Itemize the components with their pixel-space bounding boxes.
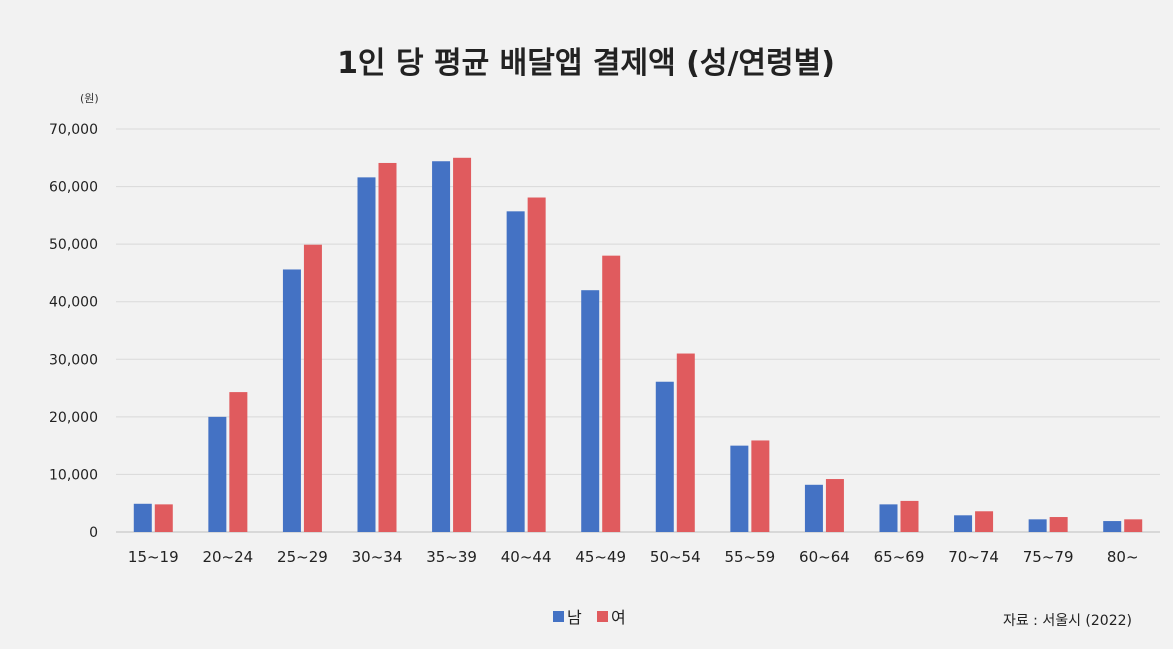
y-tick-label: 70,000 [49,122,98,138]
bar-female-60~64 [825,479,844,532]
bar-male-60~64 [804,484,823,532]
bar-male-80~ [1103,521,1122,532]
bar-female-15~19 [154,504,173,532]
y-tick-label: 0 [89,525,98,541]
gridlines [116,128,1160,533]
legend-swatch-female [597,611,608,622]
x-tick-label: 60~64 [799,548,850,566]
bar-male-50~54 [655,381,674,532]
y-tick-label: 50,000 [49,237,98,253]
bar-male-15~19 [133,503,152,532]
bar-female-25~29 [303,244,322,532]
y-tick-label: 60,000 [49,180,98,196]
bar-female-65~69 [900,500,919,532]
x-tick-label: 70~74 [948,548,999,566]
x-tick-labels: 15~19 20~24 25~29 30~34 35~39 40~44 45~49 50~54… [128,548,1139,566]
bar-male-35~39 [432,161,451,533]
bar-male-45~49 [581,290,600,532]
x-tick-label: 40~44 [501,548,552,566]
y-tick-labels: 0 10,000 20,000 30,000 40,000 50,000 60,000 70,… [49,122,98,541]
bars [133,157,1143,533]
bar-female-70~74 [975,511,994,532]
bar-female-75~79 [1049,517,1068,532]
bar-female-30~34 [378,162,397,532]
source-note: 자료 : 서울시 (2022) [1003,613,1132,629]
legend-swatch-male [553,611,564,622]
x-tick-label: 25~29 [277,548,328,566]
y-tick-label: 20,000 [49,410,98,426]
bar-female-40~44 [527,197,546,532]
chart-title: 1인 당 평균 배달앱 결제액 (성/연령별) [337,46,835,81]
bar-male-20~24 [208,416,227,532]
x-tick-label: 15~19 [128,548,179,566]
bar-male-55~59 [730,445,749,532]
y-unit-label: (원) [80,92,99,105]
bar-male-30~34 [357,177,376,533]
x-tick-label: 55~59 [724,548,775,566]
x-tick-label: 45~49 [575,548,626,566]
bar-female-20~24 [229,392,248,532]
x-tick-label: 35~39 [426,548,477,566]
bar-female-35~39 [453,157,472,533]
bar-female-55~59 [751,440,770,532]
bar-male-75~79 [1028,519,1047,532]
bar-male-70~74 [954,515,973,532]
x-tick-label: 50~54 [650,548,701,566]
bar-male-65~69 [879,504,898,532]
bar-female-80~ [1124,519,1143,532]
bar-female-45~49 [602,255,621,532]
x-tick-label: 30~34 [352,548,403,566]
x-tick-label: 65~69 [874,548,925,566]
bar-male-25~29 [282,269,301,532]
x-tick-label: 20~24 [202,548,253,566]
y-tick-label: 10,000 [49,467,98,483]
x-tick-label: 75~79 [1023,548,1074,566]
y-tick-label: 30,000 [49,352,98,368]
legend-label: 여 [611,608,626,627]
y-tick-label: 40,000 [49,295,98,311]
legend-label: 남 [567,608,582,627]
bar-female-50~54 [676,353,695,532]
x-tick-label: 80~ [1107,548,1139,566]
bar-male-40~44 [506,211,525,532]
